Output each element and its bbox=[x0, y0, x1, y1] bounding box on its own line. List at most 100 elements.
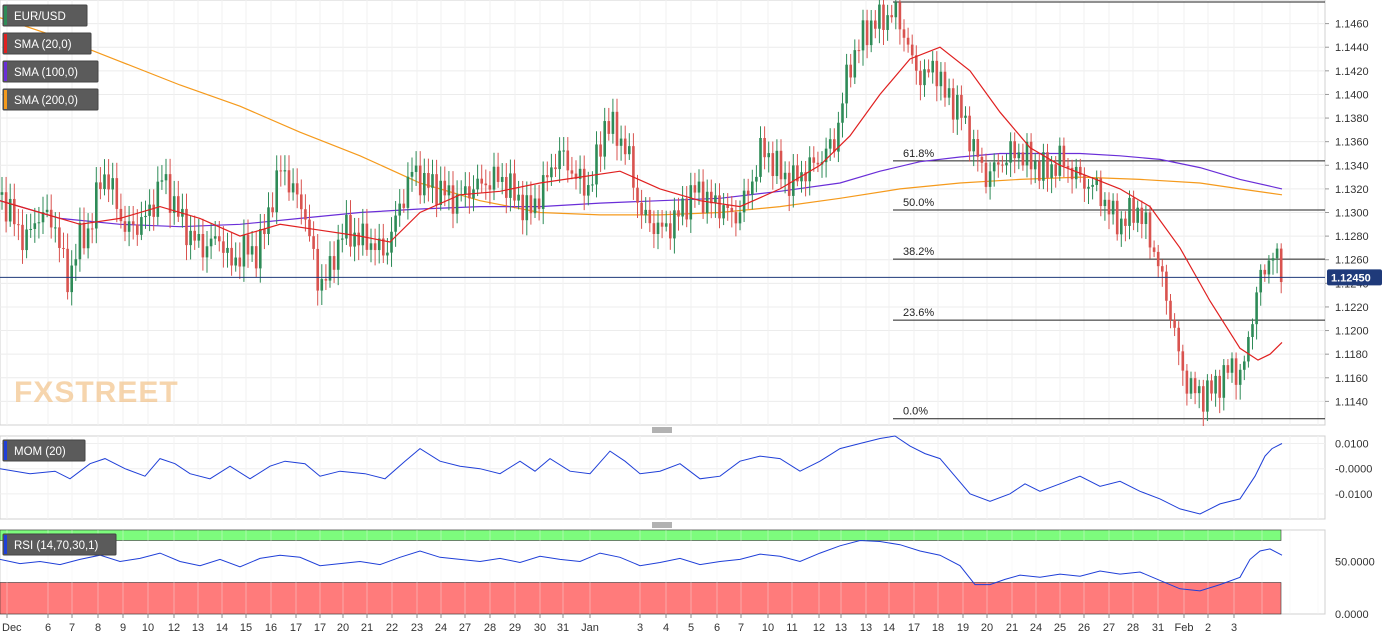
candle-body[interactable] bbox=[1148, 212, 1152, 248]
legend-sma-2-box[interactable] bbox=[2, 60, 99, 83]
candle-body[interactable] bbox=[956, 94, 959, 120]
candle-body[interactable] bbox=[58, 227, 61, 248]
candle-body[interactable] bbox=[1214, 375, 1217, 394]
candle-body[interactable] bbox=[603, 121, 606, 157]
candle-body[interactable] bbox=[931, 60, 934, 73]
legend-eur-usd[interactable]: EUR/USD bbox=[2, 4, 88, 27]
candle-body[interactable] bbox=[107, 174, 110, 190]
candle-body[interactable] bbox=[738, 212, 742, 224]
candle-body[interactable] bbox=[1271, 258, 1275, 261]
candle-body[interactable] bbox=[595, 144, 598, 185]
candle-body[interactable] bbox=[517, 194, 520, 201]
candle-body[interactable] bbox=[1259, 269, 1262, 293]
candle-body[interactable] bbox=[1255, 292, 1258, 325]
candle-body[interactable] bbox=[861, 20, 865, 51]
candle-body[interactable] bbox=[964, 115, 967, 118]
candle-body[interactable] bbox=[414, 165, 418, 172]
candle-body[interactable] bbox=[734, 212, 738, 224]
candle-body[interactable] bbox=[37, 222, 41, 224]
momentum-pane[interactable]: 0.0100 -0.0000 -0.0100 bbox=[0, 435, 1372, 520]
candle-body[interactable] bbox=[640, 202, 643, 216]
candle-body[interactable] bbox=[427, 173, 430, 188]
candle-body[interactable] bbox=[751, 181, 754, 195]
candle-body[interactable] bbox=[1230, 358, 1234, 373]
candle-body[interactable] bbox=[570, 170, 574, 174]
candle-body[interactable] bbox=[582, 168, 586, 196]
candle-body[interactable] bbox=[1263, 269, 1267, 275]
candle-body[interactable] bbox=[218, 236, 221, 242]
candle-body[interactable] bbox=[1169, 300, 1172, 320]
candle-body[interactable] bbox=[763, 137, 766, 158]
legend-rsi[interactable]: RSI (14,70,30,1) bbox=[2, 533, 117, 556]
candle-body[interactable] bbox=[193, 230, 196, 241]
candle-body[interactable] bbox=[513, 173, 516, 201]
candle-body[interactable] bbox=[951, 88, 955, 120]
candle-body[interactable] bbox=[1177, 327, 1180, 352]
candle-body[interactable] bbox=[509, 173, 512, 198]
candle-body[interactable] bbox=[636, 187, 639, 203]
candle-body[interactable] bbox=[254, 246, 258, 269]
candle-body[interactable] bbox=[324, 279, 328, 281]
candle-body[interactable] bbox=[824, 148, 828, 163]
candle-body[interactable] bbox=[1132, 197, 1135, 223]
candle-body[interactable] bbox=[197, 234, 201, 241]
candle-body[interactable] bbox=[787, 172, 791, 196]
candle-body[interactable] bbox=[1083, 175, 1086, 189]
candle-body[interactable] bbox=[230, 247, 233, 266]
candle-body[interactable] bbox=[1103, 199, 1107, 207]
candle-body[interactable] bbox=[1161, 266, 1164, 272]
candle-body[interactable] bbox=[1234, 358, 1238, 385]
candle-body[interactable] bbox=[119, 208, 123, 222]
legend-sma-1[interactable]: SMA (20,0) bbox=[2, 32, 92, 55]
candle-body[interactable] bbox=[500, 176, 504, 182]
candle-body[interactable] bbox=[1062, 145, 1066, 167]
candle-body[interactable] bbox=[0, 192, 4, 195]
candle-body[interactable] bbox=[833, 139, 836, 152]
candle-body[interactable] bbox=[259, 229, 262, 269]
candle-body[interactable] bbox=[496, 166, 500, 182]
candle-body[interactable] bbox=[857, 50, 861, 52]
candle-body[interactable] bbox=[554, 167, 557, 170]
candle-body[interactable] bbox=[529, 195, 533, 214]
candle-body[interactable] bbox=[468, 186, 471, 199]
candle-body[interactable] bbox=[29, 228, 32, 230]
candle-body[interactable] bbox=[4, 192, 8, 222]
candle-body[interactable] bbox=[1136, 207, 1139, 223]
candle-body[interactable] bbox=[1058, 145, 1062, 176]
candle-body[interactable] bbox=[312, 236, 315, 249]
candle-body[interactable] bbox=[1185, 370, 1189, 394]
candle-body[interactable] bbox=[1124, 218, 1127, 226]
candle-body[interactable] bbox=[267, 207, 270, 235]
candle-body[interactable] bbox=[341, 238, 344, 240]
mom-plot-area[interactable] bbox=[0, 435, 1326, 520]
candle-body[interactable] bbox=[767, 153, 770, 158]
candle-body[interactable] bbox=[1066, 166, 1070, 168]
candle-body[interactable] bbox=[796, 165, 799, 182]
candle-body[interactable] bbox=[353, 232, 356, 247]
candle-body[interactable] bbox=[1238, 369, 1242, 385]
candle-body[interactable] bbox=[730, 207, 734, 213]
candle-body[interactable] bbox=[328, 256, 332, 281]
candle-body[interactable] bbox=[927, 69, 930, 73]
candle-body[interactable] bbox=[1128, 197, 1131, 226]
candle-body[interactable] bbox=[808, 157, 811, 182]
candle-body[interactable] bbox=[283, 170, 287, 172]
candle-body[interactable] bbox=[382, 238, 385, 256]
candle-body[interactable] bbox=[156, 181, 160, 217]
candle-body[interactable] bbox=[1181, 351, 1185, 371]
candle-body[interactable] bbox=[189, 230, 192, 246]
candle-body[interactable] bbox=[1206, 380, 1209, 412]
candle-body[interactable] bbox=[131, 221, 135, 225]
candle-body[interactable] bbox=[882, 4, 885, 30]
candle-body[interactable] bbox=[623, 138, 627, 155]
candle-body[interactable] bbox=[537, 198, 541, 209]
candle-body[interactable] bbox=[291, 183, 295, 193]
candle-body[interactable] bbox=[177, 196, 180, 217]
candle-body[interactable] bbox=[628, 146, 631, 155]
candle-body[interactable] bbox=[226, 247, 229, 253]
candle-body[interactable] bbox=[607, 121, 611, 134]
candle-body[interactable] bbox=[111, 178, 114, 190]
candle-body[interactable] bbox=[705, 191, 709, 214]
legend-sma-3-box[interactable] bbox=[2, 88, 99, 111]
candle-body[interactable] bbox=[74, 259, 78, 266]
